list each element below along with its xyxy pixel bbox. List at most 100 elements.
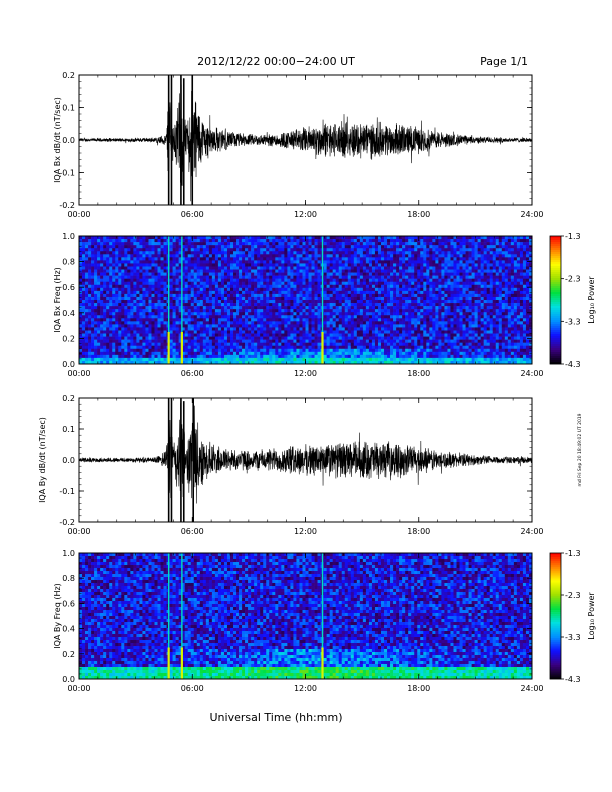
spectrogram-cell (100, 290, 104, 295)
spectrogram-cell (133, 257, 137, 261)
spectrogram-cell (169, 333, 173, 337)
spectrogram-cell (211, 339, 216, 343)
spectrogram-cell (254, 303, 258, 307)
spectrogram-cell (124, 315, 128, 319)
spectrogram-cell (178, 318, 182, 322)
spectrogram-cell (109, 333, 113, 337)
spectrogram-cell (142, 345, 146, 350)
spectrogram-cell (85, 336, 89, 340)
spectrogram-cell (97, 345, 101, 350)
spectrogram-cell (118, 257, 122, 261)
spectrogram-cell (338, 254, 343, 258)
spectrogram-cell (251, 339, 255, 343)
spectrogram-cell (112, 342, 116, 347)
spectrogram-cell (230, 339, 234, 343)
spectrogram-cell (214, 309, 219, 313)
spectrogram-cell (157, 242, 161, 246)
spectrogram-cell (405, 321, 409, 325)
spectrogram-cell (371, 278, 376, 283)
spectrogram-cell (263, 239, 267, 243)
spectrogram-cell (193, 312, 198, 316)
spectrogram-cell (79, 354, 83, 359)
spectrogram-cell (79, 333, 83, 337)
spectrogram-cell (275, 263, 279, 267)
spectrogram-cell (387, 287, 391, 292)
spectrogram-cell (251, 251, 255, 255)
spectrogram-cell (139, 348, 143, 353)
spectrogram-cell (420, 260, 424, 264)
spectrogram-cell (263, 260, 267, 264)
spectrogram-cell (79, 263, 83, 267)
spectrogram-cell (405, 257, 409, 261)
spectrogram-cell (100, 287, 104, 292)
spectrogram-cell (163, 239, 167, 243)
spectrogram-cell (411, 272, 415, 276)
spectrogram-cell (390, 263, 394, 267)
spectrogram-cell (154, 257, 158, 261)
spectrogram-cell (109, 281, 113, 286)
spectrogram-cell (202, 263, 207, 267)
spectrogram-cell (181, 321, 185, 325)
spectrogram-cell (338, 236, 343, 240)
spectrogram-cell (338, 266, 343, 270)
spectrogram-cell (112, 354, 116, 359)
spectrogram-cell (266, 284, 270, 289)
spectrogram-cell (347, 330, 352, 334)
spectrogram-cell (160, 257, 164, 261)
spectrogram-cell (85, 287, 89, 292)
spectrogram-cell (172, 315, 176, 319)
spectrogram-cell (160, 309, 164, 313)
spectrogram-cell (417, 263, 421, 267)
spectrogram-cell (245, 357, 249, 362)
spectrogram-cell (420, 357, 424, 362)
spectrogram-cell (402, 257, 406, 261)
spectrogram-cell (100, 281, 104, 286)
spectrogram-cell (196, 242, 201, 246)
spectrogram-cell (154, 330, 158, 334)
spectrogram-cell (223, 339, 228, 343)
spectrogram-cell (121, 269, 125, 273)
spectrogram-cell (314, 281, 318, 286)
spectrogram-cell (350, 303, 355, 307)
spectrogram-cell (226, 330, 231, 334)
spectrogram-cell (393, 315, 397, 319)
spectrogram-cell (248, 357, 252, 362)
spectrogram-cell (411, 333, 415, 337)
spectrogram-cell (390, 348, 394, 353)
spectrogram-cell (420, 327, 424, 331)
spectrogram-cell (381, 257, 385, 261)
spectrogram-cell (245, 318, 249, 322)
spectrogram-cell (133, 284, 137, 289)
spectrogram-cell (127, 272, 131, 276)
spectrogram-cell (251, 300, 255, 304)
spectrogram-cell (236, 339, 240, 343)
spectrogram-cell (136, 290, 140, 295)
spectrogram-cell (187, 239, 192, 243)
spectrogram-cell (208, 315, 213, 319)
spectrogram-cell (299, 254, 303, 258)
spectrogram-cell (377, 348, 382, 353)
spectrogram-cell (109, 254, 113, 258)
spectrogram-cell (148, 293, 152, 298)
spectrogram-cell (350, 357, 355, 362)
spectrogram-cell (359, 293, 364, 298)
spectrogram-cell (381, 293, 385, 298)
spectrogram-cell (118, 336, 122, 340)
spectrogram-cell (94, 269, 98, 273)
spectrogram-cell (127, 312, 131, 316)
spectrogram-cell (214, 296, 219, 301)
spectrogram-cell (272, 248, 276, 252)
spectrogram-cell (160, 306, 164, 310)
spectrogram-cell (350, 254, 355, 258)
spectrogram-cell (163, 315, 167, 319)
spectrogram-cell (344, 360, 349, 365)
spectrogram-cell (178, 327, 182, 331)
spectrogram-cell (399, 287, 403, 292)
spectrogram-cell (387, 321, 391, 325)
spectrogram-cell (248, 239, 252, 243)
spectrogram-cell (371, 345, 376, 350)
spectrogram-cell (205, 296, 210, 301)
spectrogram-cell (160, 272, 164, 276)
spectrogram-cell (420, 333, 424, 337)
spectrogram-cell (157, 342, 161, 347)
